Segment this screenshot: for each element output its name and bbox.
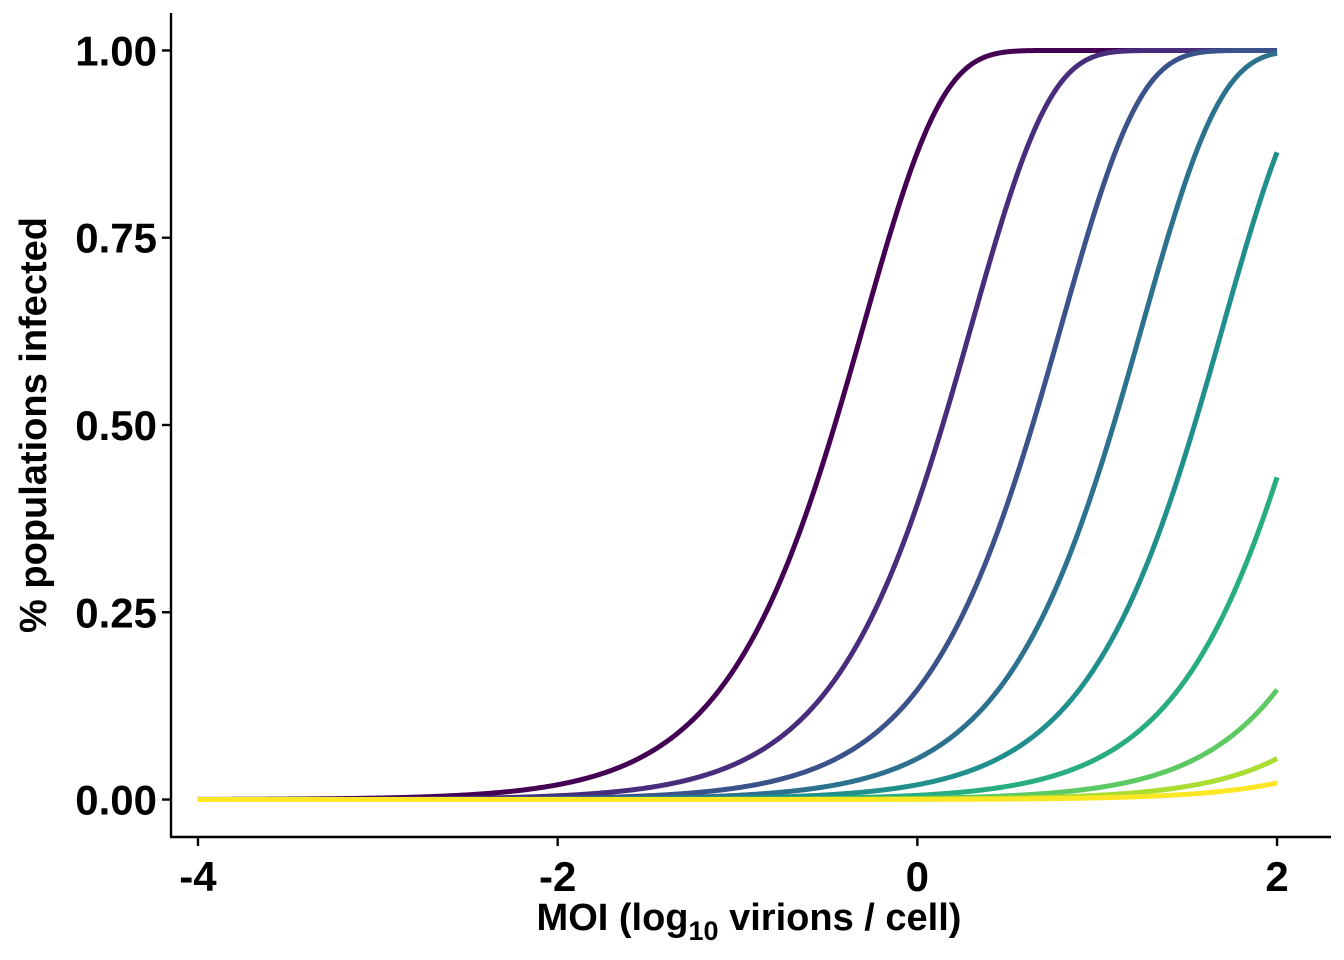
- series-line-9: [197, 780, 1278, 803]
- x-tick-label: 2: [1265, 853, 1288, 900]
- y-tick-label: 0.00: [75, 777, 157, 824]
- x-axis-title-prefix: MOI (log: [537, 897, 689, 939]
- series-layer: [197, 47, 1280, 803]
- x-tick-label: -4: [179, 853, 217, 900]
- x-tick-label: 0: [906, 853, 929, 900]
- series-line-6: [197, 476, 1280, 803]
- x-axis-ticks: -4 -2 0 2: [179, 837, 1289, 900]
- y-tick-label: 0.50: [75, 402, 157, 449]
- y-tick-label: 0.25: [75, 589, 157, 636]
- x-axis-title-subscript: 10: [689, 916, 719, 946]
- series-line-7: [197, 688, 1280, 803]
- x-axis-title-suffix: virions / cell): [719, 897, 962, 939]
- x-axis-title: MOI (log10 virions / cell): [537, 897, 962, 946]
- y-axis-title: % populations infected: [13, 217, 55, 633]
- series-line-4: [197, 50, 1278, 803]
- series-line-5: [197, 151, 1280, 803]
- y-axis-ticks: 0.00 0.25 0.50 0.75 1.00: [75, 27, 171, 824]
- x-tick-label: -2: [539, 853, 576, 900]
- y-tick-label: 0.75: [75, 215, 157, 262]
- y-tick-label: 1.00: [75, 27, 157, 74]
